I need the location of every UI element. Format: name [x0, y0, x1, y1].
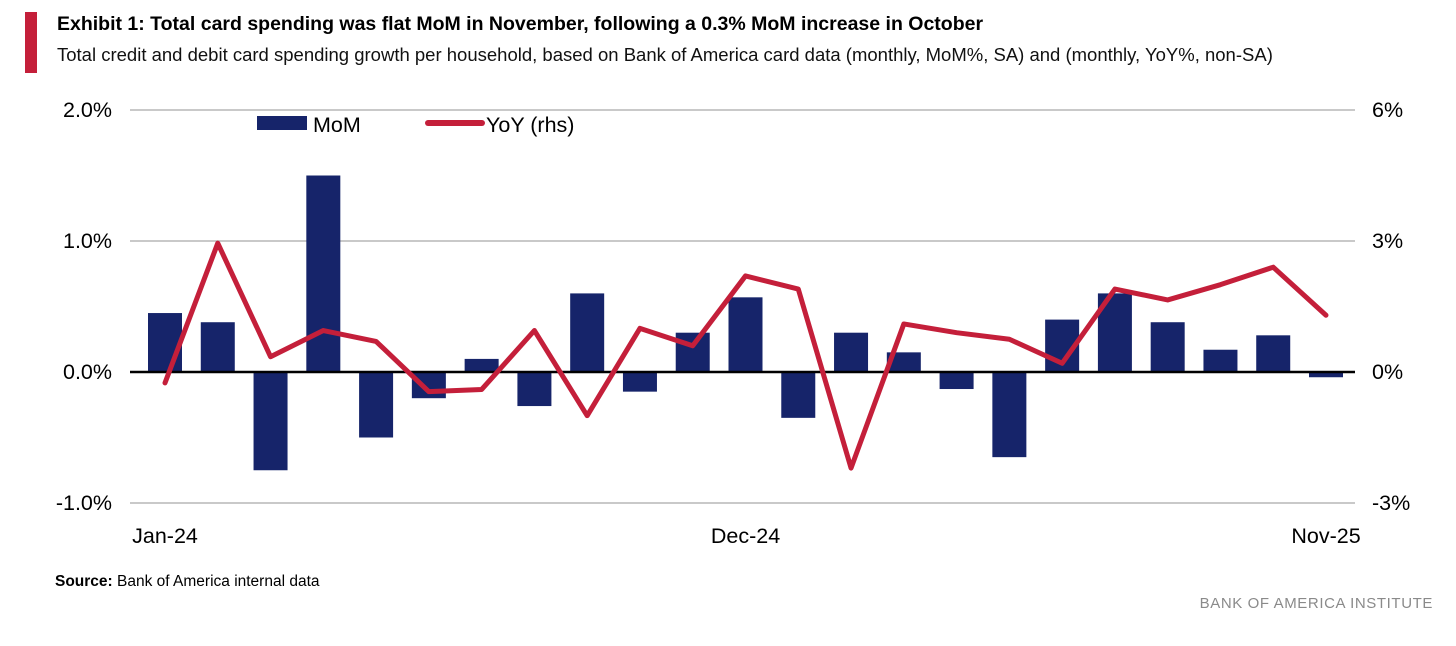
- bar-mar-25: [886, 352, 921, 372]
- source-line: Source: Bank of America internal data: [55, 573, 320, 591]
- source-text: Bank of America internal data: [112, 573, 320, 590]
- bar-oct-24: [622, 372, 657, 392]
- x-axis-tick: Dec-24: [711, 524, 780, 548]
- bar-feb-24: [200, 322, 235, 372]
- bar-apr-25: [939, 372, 974, 390]
- bar-apr-24: [306, 175, 341, 372]
- bar-aug-25: [1150, 322, 1185, 372]
- exhibit-subtitle: Total credit and debit card spending gro…: [57, 44, 1273, 65]
- bar-jan-25: [781, 372, 816, 418]
- right-axis-tick: -3%: [1372, 491, 1410, 515]
- bar-feb-25: [834, 332, 869, 372]
- left-axis-tick: 2.0%: [63, 98, 112, 122]
- bar-sep-25: [1203, 349, 1238, 372]
- bar-may-24: [359, 372, 394, 438]
- left-axis-tick: 1.0%: [63, 229, 112, 253]
- bar-dec-24: [728, 297, 763, 372]
- right-axis-tick: 6%: [1372, 98, 1403, 122]
- bar-nov-25: [1309, 372, 1343, 378]
- left-axis-tick: -1.0%: [56, 491, 112, 515]
- right-axis-tick: 0%: [1372, 360, 1403, 384]
- bar-may-25: [992, 372, 1027, 458]
- footer-brand: BANK OF AMERICA INSTITUTE: [1199, 595, 1433, 612]
- title-accent-bar: [25, 12, 37, 73]
- bar-nov-24: [675, 332, 710, 372]
- x-axis-tick: Jan-24: [132, 524, 198, 548]
- bar-mar-24: [253, 372, 288, 471]
- bar-jun-24: [411, 372, 446, 399]
- bar-sep-24: [570, 293, 605, 372]
- bar-aug-24: [517, 372, 552, 407]
- legend-line-label: YoY (rhs): [486, 113, 574, 137]
- exhibit-title: Exhibit 1: Total card spending was flat …: [57, 13, 984, 35]
- bar-oct-25: [1256, 335, 1291, 372]
- yoy-line: [162, 240, 1329, 471]
- bar-jul-24: [464, 358, 499, 372]
- legend-bar-label: MoM: [313, 113, 361, 137]
- legend-bar-swatch: [257, 116, 307, 130]
- x-axis-tick: Nov-25: [1291, 524, 1360, 548]
- source-label: Source:: [55, 573, 113, 590]
- left-axis-tick: 0.0%: [63, 360, 112, 384]
- bar-jan-24: [148, 313, 182, 372]
- right-axis-tick: 3%: [1372, 229, 1403, 253]
